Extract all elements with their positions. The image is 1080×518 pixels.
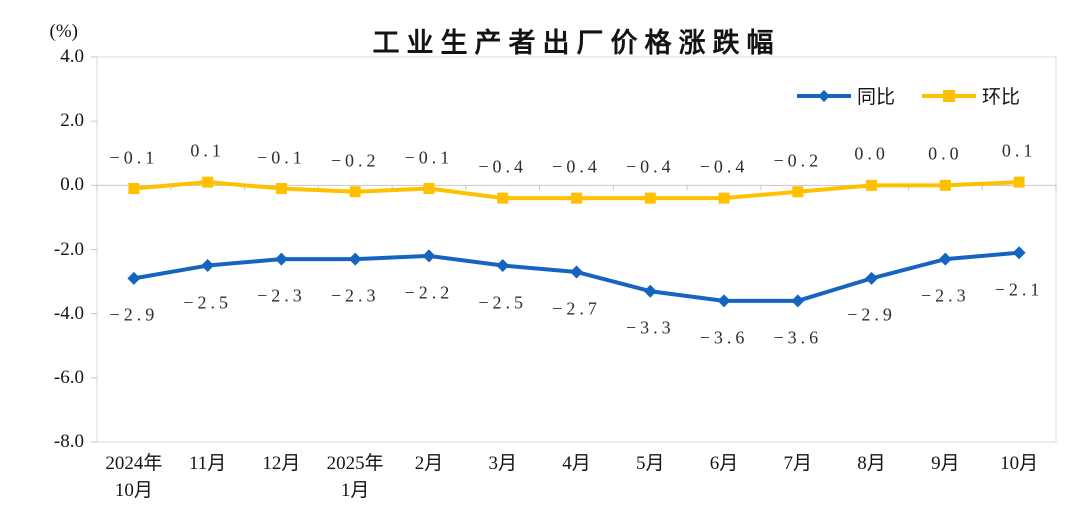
huanbi-marker bbox=[128, 183, 140, 195]
x-category-label: 8月 bbox=[857, 453, 886, 474]
x-category-label: 2024年 10月 bbox=[105, 453, 163, 501]
tongbi-data-label: −2.1 bbox=[994, 279, 1044, 300]
chart-title: 工业生产者出厂价格涨跌幅 bbox=[372, 28, 781, 58]
tongbi-data-label: −2.3 bbox=[330, 285, 380, 306]
huanbi-marker bbox=[349, 186, 361, 198]
tongbi-data-label: −3.3 bbox=[625, 317, 675, 338]
huanbi-marker bbox=[423, 183, 435, 195]
tongbi-data-label: −2.7 bbox=[552, 298, 601, 319]
tongbi-marker bbox=[865, 271, 879, 285]
tongbi-marker bbox=[201, 259, 215, 273]
tongbi-marker bbox=[717, 294, 731, 308]
huanbi-data-label: −0.4 bbox=[478, 156, 528, 177]
tongbi-data-label: −2.9 bbox=[109, 304, 159, 325]
huanbi-marker bbox=[497, 192, 509, 204]
huanbi-data-label: −0.1 bbox=[404, 147, 454, 168]
tongbi-data-label: −3.6 bbox=[699, 327, 749, 348]
y-tick-label: 4.0 bbox=[60, 46, 84, 67]
x-category-label: 12月 bbox=[262, 453, 301, 474]
tongbi-marker bbox=[422, 249, 436, 263]
huanbi-data-label: −0.1 bbox=[257, 147, 306, 168]
x-category-label: 4月 bbox=[562, 453, 591, 474]
y-tick-label: -8.0 bbox=[53, 431, 84, 452]
huanbi-data-label: −0.4 bbox=[625, 156, 675, 177]
huanbi-marker bbox=[939, 179, 951, 191]
tongbi-marker bbox=[496, 259, 510, 273]
x-category-label: 2025年 1月 bbox=[326, 453, 384, 501]
y-tick-label: 0.0 bbox=[60, 174, 84, 196]
huanbi-data-label: 0.0 bbox=[928, 143, 963, 164]
legend-line-diamond-icon bbox=[796, 89, 851, 102]
tongbi-marker bbox=[791, 294, 805, 308]
tongbi-marker bbox=[570, 265, 583, 279]
legend-label-huanbi: 环比 bbox=[981, 87, 1020, 108]
legend-item-huanbi: 环比 bbox=[921, 82, 1020, 109]
huanbi-data-label: 0.1 bbox=[190, 140, 225, 161]
tongbi-data-label: −2.5 bbox=[183, 292, 232, 313]
tongbi-marker bbox=[274, 252, 288, 266]
x-category-label: 11月 bbox=[188, 453, 227, 474]
x-category-label: 7月 bbox=[783, 453, 813, 474]
tongbi-data-label: −2.3 bbox=[257, 285, 306, 306]
x-category-label: 9月 bbox=[931, 453, 960, 474]
huanbi-marker bbox=[202, 176, 214, 188]
huanbi-marker bbox=[571, 192, 582, 204]
huanbi-data-label: −0.1 bbox=[109, 147, 159, 168]
y-tick-label: -4.0 bbox=[53, 302, 84, 324]
x-category-label: 5月 bbox=[636, 453, 665, 474]
huanbi-marker bbox=[792, 186, 804, 198]
legend: 同比 环比 bbox=[796, 82, 1020, 109]
y-tick-label: -2.0 bbox=[53, 238, 84, 260]
huanbi-marker bbox=[644, 192, 656, 204]
huanbi-marker bbox=[718, 192, 730, 204]
tongbi-data-label: −3.6 bbox=[773, 327, 823, 348]
legend-label-tongbi: 同比 bbox=[856, 87, 895, 108]
tongbi-data-label: −2.3 bbox=[921, 285, 970, 306]
tongbi-marker bbox=[127, 271, 141, 285]
legend-line-square-icon bbox=[921, 89, 976, 102]
y-axis-unit-label: (%) bbox=[49, 21, 78, 42]
tongbi-data-label: −2.9 bbox=[847, 304, 896, 325]
x-category-label: 6月 bbox=[709, 453, 739, 474]
plot-border bbox=[96, 56, 1057, 443]
huanbi-marker bbox=[1013, 176, 1025, 188]
tongbi-marker bbox=[1012, 246, 1026, 260]
tongbi-marker bbox=[938, 252, 952, 266]
legend-item-tongbi: 同比 bbox=[796, 82, 895, 109]
huanbi-marker bbox=[866, 179, 878, 191]
huanbi-data-label: −0.2 bbox=[773, 150, 823, 171]
y-tick-label: 2.0 bbox=[60, 110, 84, 132]
y-tick-label: -6.0 bbox=[53, 366, 84, 388]
tongbi-marker bbox=[348, 252, 362, 266]
huanbi-data-label: 0.0 bbox=[854, 143, 889, 164]
huanbi-data-label: −0.2 bbox=[330, 150, 380, 171]
huanbi-data-label: −0.4 bbox=[552, 156, 601, 177]
x-category-label: 10月 bbox=[1000, 453, 1039, 474]
huanbi-data-label: 0.1 bbox=[1001, 140, 1037, 161]
x-category-label: 3月 bbox=[488, 453, 517, 474]
tongbi-data-label: −2.2 bbox=[404, 282, 454, 303]
huanbi-data-label: −0.4 bbox=[699, 156, 749, 177]
tongbi-data-label: −2.5 bbox=[478, 292, 528, 313]
huanbi-marker bbox=[275, 183, 287, 195]
x-category-label: 2月 bbox=[414, 453, 444, 474]
tongbi-marker bbox=[643, 284, 657, 298]
